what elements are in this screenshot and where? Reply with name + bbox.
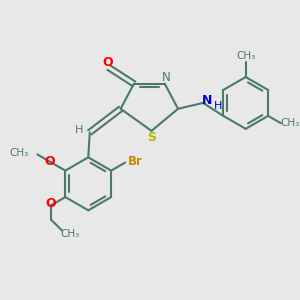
Text: O: O (44, 154, 55, 167)
Text: CH₃: CH₃ (60, 229, 80, 239)
Text: H: H (214, 101, 223, 112)
Text: O: O (102, 56, 113, 69)
Text: CH₃: CH₃ (10, 148, 29, 158)
Text: N: N (202, 94, 213, 107)
Text: O: O (45, 197, 56, 210)
Text: S: S (148, 131, 157, 144)
Text: CH₃: CH₃ (280, 118, 300, 128)
Text: CH₃: CH₃ (236, 51, 255, 61)
Text: N: N (162, 71, 171, 84)
Text: Br: Br (128, 154, 143, 167)
Text: H: H (75, 125, 84, 135)
